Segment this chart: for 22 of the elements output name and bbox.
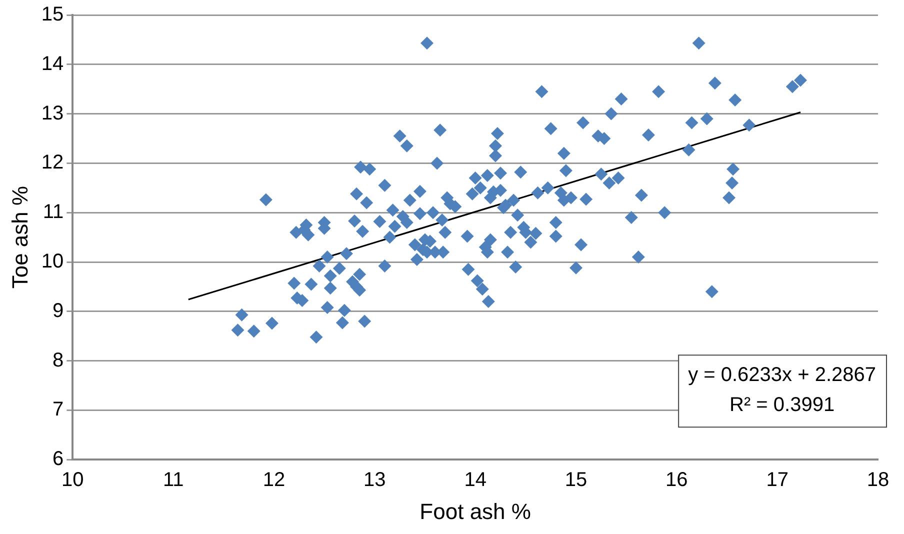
y-tick-label: 15 [41,4,64,26]
x-tick-label: 15 [564,469,588,492]
y-tick-label: 9 [52,300,64,322]
y-tick-label: 10 [41,250,64,273]
x-tick-label: 12 [262,469,286,492]
x-tick-label: 13 [364,469,386,492]
x-tick-label: 16 [666,469,688,492]
y-tick-label: 6 [52,448,64,470]
x-tick-label: 11 [162,469,184,492]
y-tick-label: 11 [42,201,64,224]
y-tick-label: 13 [41,102,64,124]
annotation: y = 0.6233x + 2.2867 [688,364,876,386]
x-axis-title: Foot ash % [420,498,531,524]
annotation: R² = 0.3991 [729,394,835,416]
x-tick-label: 14 [464,469,486,492]
x-tick-label: 18 [866,469,890,492]
y-axis-title: Toe ash % [7,186,32,289]
x-tick-label: 17 [766,469,788,492]
y-tick-label: 12 [41,152,64,174]
y-tick-label: 7 [52,398,64,421]
y-tick-label: 14 [41,52,64,75]
y-tick-label: 8 [52,349,64,372]
